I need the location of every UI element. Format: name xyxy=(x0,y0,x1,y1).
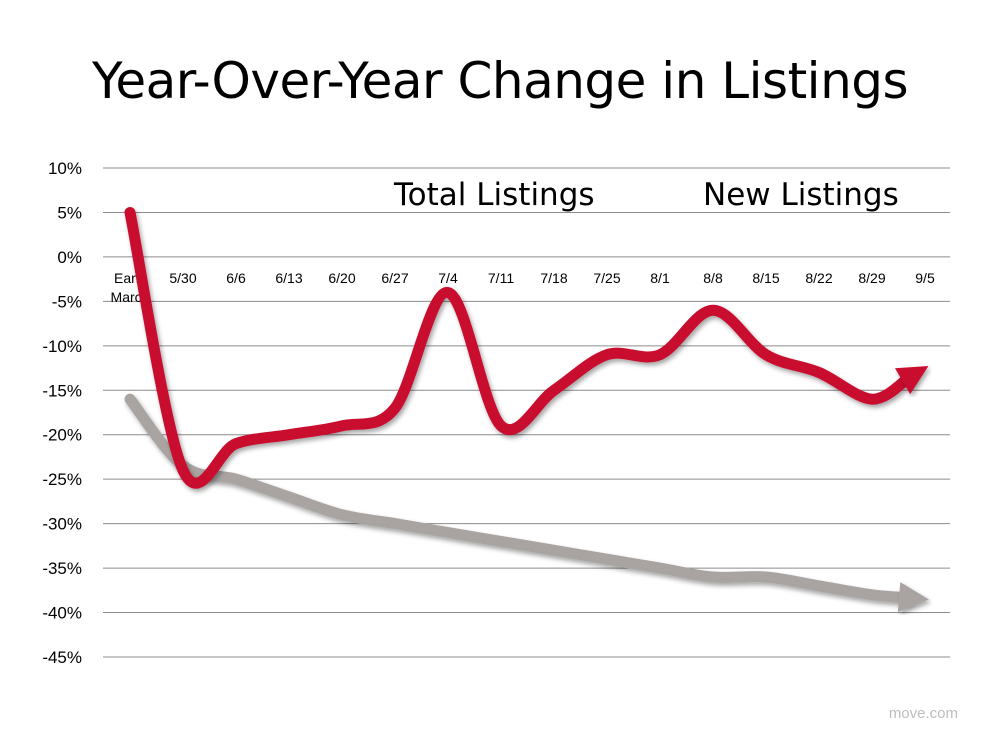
series-line-1 xyxy=(124,206,915,489)
legend: Total Listings New Listings xyxy=(338,177,899,213)
y-tick-label: -45% xyxy=(42,648,82,667)
y-tick-label: 10% xyxy=(48,159,82,178)
x-tick-label: 7/11 xyxy=(488,270,514,286)
y-tick-label: -15% xyxy=(42,381,82,400)
y-tick-label: 0% xyxy=(57,248,82,267)
series-line-0 xyxy=(124,393,913,604)
y-tick-label: -5% xyxy=(52,292,82,311)
y-tick-label: -25% xyxy=(42,470,82,489)
series-arrowhead-0 xyxy=(897,582,929,612)
series-lines xyxy=(124,206,929,612)
x-tick-label: 6/6 xyxy=(226,270,246,286)
x-tick-label: 8/29 xyxy=(858,270,885,286)
x-tick-label: 6/20 xyxy=(328,270,355,286)
x-tick-label: 6/13 xyxy=(275,270,302,286)
y-tick-label: -35% xyxy=(42,559,82,578)
x-tick-label: 8/22 xyxy=(805,270,832,286)
y-axis-ticks: 10% 5% 0% -5% -10% -15% -20% -25% -30% -35% -40% -4… xyxy=(42,159,82,667)
x-tick-label: 8/1 xyxy=(650,270,670,286)
x-tick-label: 7/4 xyxy=(438,270,458,286)
source-credit: move.com xyxy=(888,705,958,722)
x-tick-label: 8/15 xyxy=(752,270,779,286)
y-tick-label: -40% xyxy=(42,604,82,623)
x-tick-label: 6/27 xyxy=(381,270,408,286)
y-tick-label: -10% xyxy=(42,337,82,356)
x-tick-label: 7/25 xyxy=(593,270,620,286)
y-tick-label: 5% xyxy=(57,203,82,222)
x-tick-label: 5/30 xyxy=(169,270,196,286)
chart-title: Year-Over-Year Change in Listings xyxy=(91,52,909,110)
x-tick-label: 9/5 xyxy=(915,270,935,286)
legend-label: Total Listings xyxy=(393,177,595,213)
x-tick-label: 8/8 xyxy=(703,270,723,286)
y-tick-label: -20% xyxy=(42,426,82,445)
x-tick-label: 7/18 xyxy=(540,270,567,286)
legend-label: New Listings xyxy=(703,177,899,213)
y-tick-label: -30% xyxy=(42,515,82,534)
series-arrowhead-1 xyxy=(894,366,929,395)
